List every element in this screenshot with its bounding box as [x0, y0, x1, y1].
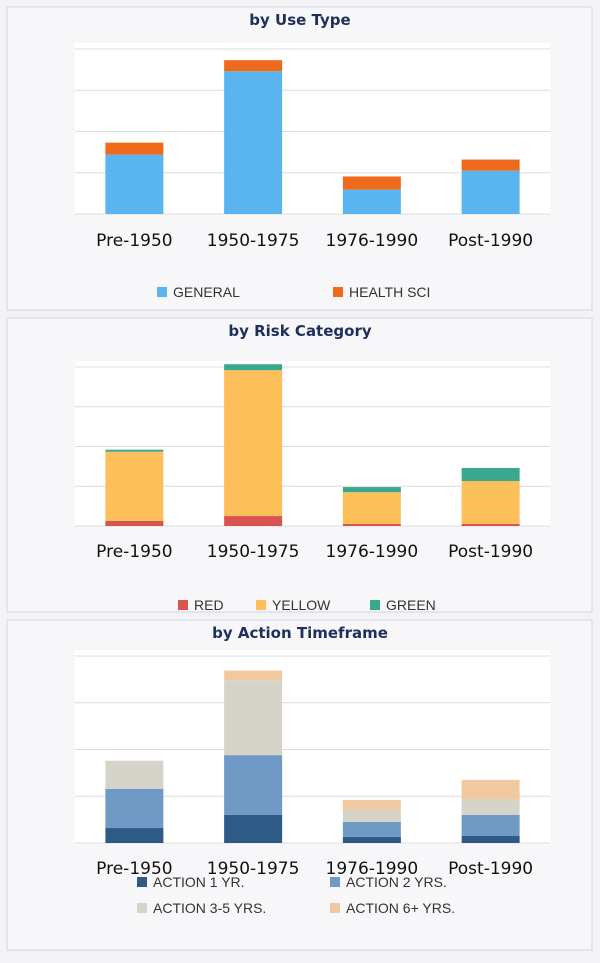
- bar-segment: [342, 176, 401, 190]
- bar-segment: [342, 809, 401, 822]
- bar-segment: [461, 481, 520, 525]
- bar-segment: [342, 492, 401, 525]
- x-tick-label: 1976-1990: [326, 859, 419, 879]
- x-tick-label: Pre-1950: [96, 231, 172, 251]
- legend-label: ACTION 3-5 YRS.: [153, 900, 266, 916]
- bar-segment: [224, 516, 283, 526]
- x-tick-label: Pre-1950: [96, 542, 172, 562]
- bar-segment: [342, 799, 401, 810]
- x-tick-label: 1950-1975: [207, 231, 300, 251]
- bar-segment: [224, 370, 283, 517]
- bar-segment: [105, 154, 164, 214]
- bar-segment: [461, 524, 520, 526]
- legend-swatch: [330, 877, 340, 887]
- bar-segment: [461, 170, 520, 214]
- x-tick-label: Post-1990: [448, 231, 533, 251]
- chart-title: by Use Type: [249, 11, 350, 29]
- bar-segment: [461, 467, 520, 482]
- bar-segment: [105, 828, 164, 843]
- legend-label: ACTION 2 YRS.: [346, 874, 447, 890]
- bar-segment: [105, 788, 164, 829]
- bar-segment: [461, 159, 520, 171]
- bar-segment: [342, 821, 401, 837]
- legend-swatch: [137, 877, 147, 887]
- x-tick-label: Pre-1950: [96, 859, 172, 879]
- x-tick-label: 1950-1975: [207, 859, 300, 879]
- legend-swatch: [178, 600, 188, 610]
- legend-label: HEALTH SCI: [349, 284, 430, 300]
- bar-segment: [342, 836, 401, 843]
- x-tick-label: Post-1990: [448, 859, 533, 879]
- bar-segment: [105, 451, 164, 521]
- legend-swatch: [256, 600, 266, 610]
- bar-segment: [224, 670, 283, 681]
- legend-label: ACTION 1 YR.: [153, 874, 245, 890]
- legend-swatch: [370, 600, 380, 610]
- bar-segment: [224, 680, 283, 756]
- bar-segment: [461, 814, 520, 836]
- bar-segment: [105, 142, 164, 155]
- bar-segment: [461, 835, 520, 843]
- bar-segment: [461, 779, 520, 800]
- bar-segment: [224, 364, 283, 371]
- bar-segment: [224, 71, 283, 215]
- x-tick-label: 1950-1975: [207, 542, 300, 562]
- legend-swatch: [330, 903, 340, 913]
- legend-label: GREEN: [386, 597, 436, 613]
- bar-segment: [342, 189, 401, 214]
- chart-title: by Action Timeframe: [212, 624, 388, 642]
- bar-segment: [342, 524, 401, 526]
- bar-segment: [342, 487, 401, 493]
- x-tick-label: Post-1990: [448, 542, 533, 562]
- legend-label: GENERAL: [173, 284, 240, 300]
- bar-segment: [224, 814, 283, 843]
- x-tick-label: 1976-1990: [326, 542, 419, 562]
- x-tick-label: 1976-1990: [326, 231, 419, 251]
- bar-segment: [224, 755, 283, 815]
- legend-swatch: [157, 287, 167, 297]
- bar-segment: [461, 799, 520, 815]
- bar-segment: [105, 760, 164, 789]
- legend-label: YELLOW: [272, 597, 331, 613]
- legend-label: RED: [194, 597, 224, 613]
- legend-swatch: [137, 903, 147, 913]
- chart-title: by Risk Category: [228, 322, 371, 340]
- bar-segment: [105, 449, 164, 452]
- legend-label: ACTION 6+ YRS.: [346, 900, 455, 916]
- bar-segment: [224, 60, 283, 72]
- legend-swatch: [333, 287, 343, 297]
- bar-segment: [105, 520, 164, 526]
